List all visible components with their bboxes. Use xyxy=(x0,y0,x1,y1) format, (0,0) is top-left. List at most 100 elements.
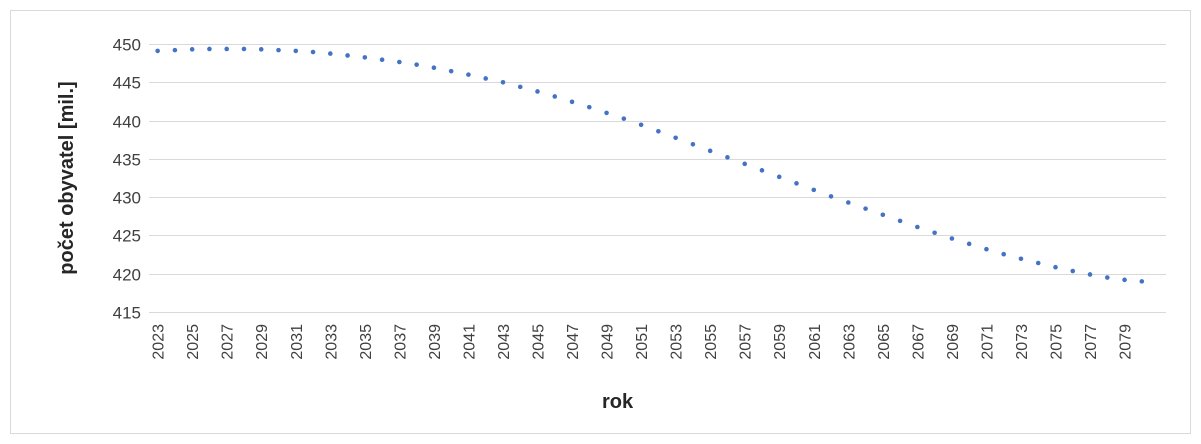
x-tick-label: 2037 xyxy=(392,324,409,360)
data-point xyxy=(656,128,661,134)
x-tick-label: 2073 xyxy=(1014,324,1031,360)
data-point xyxy=(1104,275,1110,280)
x-tick-label: 2067 xyxy=(910,324,927,360)
data-point xyxy=(224,46,229,52)
x-tick-label: 2055 xyxy=(703,324,720,360)
x-tick-label: 2025 xyxy=(185,324,202,360)
data-point xyxy=(362,55,368,60)
data-point xyxy=(949,236,955,241)
data-point xyxy=(966,241,972,247)
data-point xyxy=(759,168,765,173)
gridlines xyxy=(149,44,1166,313)
y-tick-label: 450 xyxy=(113,36,141,55)
y-tick-label: 425 xyxy=(113,227,141,246)
data-point xyxy=(1053,264,1058,270)
data-series xyxy=(155,46,1145,284)
data-point xyxy=(845,200,851,205)
data-point xyxy=(984,246,989,252)
data-point xyxy=(569,99,575,105)
data-point xyxy=(517,84,523,90)
data-point xyxy=(172,47,178,53)
data-point xyxy=(1087,272,1093,277)
x-tick-label: 2071 xyxy=(979,324,996,360)
data-point xyxy=(1018,256,1024,262)
data-point xyxy=(1001,251,1006,257)
data-point xyxy=(880,212,886,218)
x-tick-label: 2061 xyxy=(807,324,824,360)
x-tick-label: 2031 xyxy=(289,324,306,360)
data-point xyxy=(690,142,696,147)
data-point xyxy=(604,110,609,116)
data-point xyxy=(828,194,834,199)
x-tick-label: 2039 xyxy=(427,324,444,360)
data-point xyxy=(725,155,730,160)
data-point xyxy=(293,48,299,54)
data-point xyxy=(1070,268,1076,274)
data-point xyxy=(431,65,437,71)
data-point xyxy=(1122,277,1127,283)
x-tick-label: 2047 xyxy=(565,324,582,360)
data-point xyxy=(466,72,471,77)
data-point xyxy=(794,181,799,186)
y-tick-label: 420 xyxy=(113,266,141,285)
x-tick-label: 2023 xyxy=(151,324,168,360)
x-tick-label: 2029 xyxy=(254,324,271,360)
data-point xyxy=(742,161,747,167)
y-tick-label: 430 xyxy=(113,189,141,208)
data-point xyxy=(327,51,333,56)
data-point xyxy=(310,49,316,55)
data-point xyxy=(189,47,195,52)
y-tick-label: 440 xyxy=(113,113,141,132)
x-tick-label: 2041 xyxy=(461,324,478,360)
data-point xyxy=(155,48,160,54)
data-point xyxy=(500,79,506,85)
y-tick-label: 435 xyxy=(113,151,141,170)
data-point xyxy=(535,89,540,94)
x-tick-label: 2065 xyxy=(876,324,893,360)
x-tick-label: 2077 xyxy=(1083,324,1100,360)
x-tick-label: 2069 xyxy=(945,324,962,360)
x-tick-label: 2051 xyxy=(634,324,651,360)
x-axis-ticks: 2023 2025 2027 2029 2031 2033 2035 2037 2039 2041… xyxy=(151,324,1135,360)
x-tick-label: 2033 xyxy=(323,324,340,360)
x-tick-label: 2049 xyxy=(600,324,617,360)
x-tick-label: 2043 xyxy=(496,324,513,360)
data-point xyxy=(258,47,264,52)
data-point xyxy=(345,53,350,58)
x-tick-label: 2059 xyxy=(772,324,789,360)
x-tick-label: 2053 xyxy=(669,324,686,360)
data-point xyxy=(552,94,558,99)
data-point xyxy=(414,62,419,67)
x-tick-label: 2063 xyxy=(841,324,858,360)
data-point xyxy=(448,68,454,74)
data-point xyxy=(932,230,937,236)
x-tick-label: 2079 xyxy=(1118,324,1135,360)
data-point xyxy=(638,122,644,128)
x-tick-label: 2045 xyxy=(530,324,547,360)
data-point xyxy=(586,104,592,110)
data-point xyxy=(276,47,281,53)
data-point xyxy=(621,116,627,121)
data-point xyxy=(397,59,402,65)
data-point xyxy=(483,76,488,81)
data-point xyxy=(707,148,713,154)
data-point xyxy=(379,57,385,62)
data-point xyxy=(811,187,817,193)
data-point xyxy=(241,46,247,52)
chart-area: 415 420 425 430 435 440 445 450 2023 2025 2027 202… xyxy=(10,10,1191,434)
y-axis-ticks: 415 420 425 430 435 440 445 450 xyxy=(113,36,141,323)
data-point xyxy=(673,135,678,141)
data-point xyxy=(207,46,212,52)
data-point xyxy=(897,218,903,224)
x-axis-title: rok xyxy=(602,391,634,413)
data-point xyxy=(1139,279,1145,284)
x-tick-label: 2035 xyxy=(358,324,375,360)
data-point xyxy=(776,174,782,180)
data-point xyxy=(863,206,868,211)
data-point xyxy=(1035,260,1041,266)
x-tick-label: 2057 xyxy=(738,324,755,360)
y-tick-label: 415 xyxy=(113,304,141,323)
data-point xyxy=(915,224,920,230)
x-tick-label: 2027 xyxy=(220,324,237,360)
